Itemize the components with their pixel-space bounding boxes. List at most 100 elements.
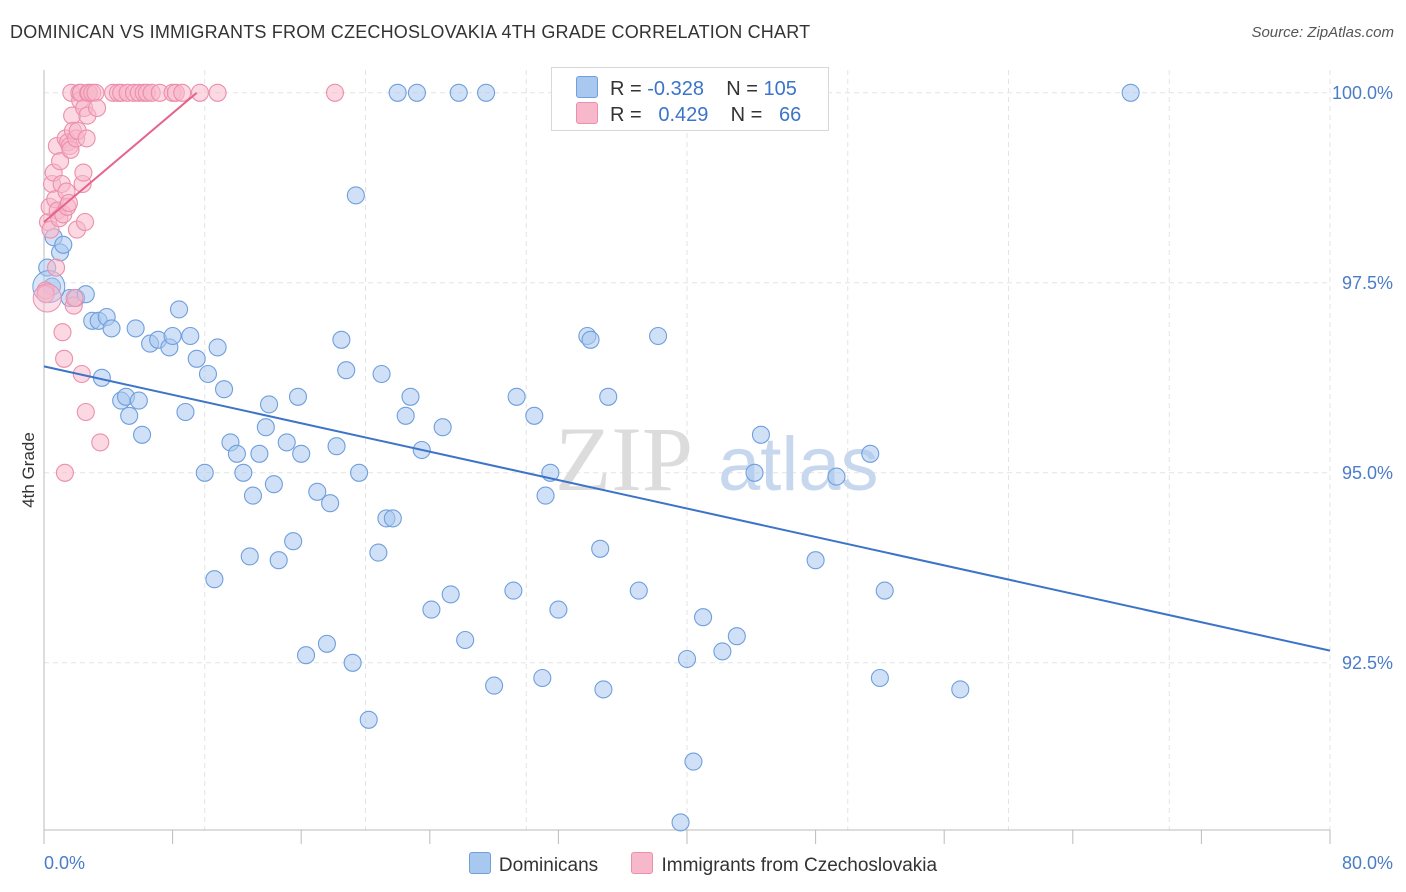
dominicans-point [129, 391, 148, 410]
dominicans-point [284, 532, 303, 551]
legend-item-czechoslovakia[interactable]: Immigrants from Czechoslovakia [631, 852, 937, 877]
dominicans-point [343, 653, 362, 672]
legend-swatch-pink [631, 852, 654, 874]
dominicans-point [208, 338, 227, 357]
watermark: ZIP atlas [555, 408, 879, 510]
y-tick-label: 97.5% [1342, 273, 1393, 293]
legend-item-dominicans[interactable]: Dominicans [468, 852, 599, 877]
czechoslovakia-point [74, 163, 93, 182]
dominicans-point [694, 608, 713, 627]
dominicans-point [870, 668, 889, 688]
dominicans-point [350, 463, 369, 482]
czechoslovakia-point [87, 98, 107, 118]
dominicans-point [504, 581, 523, 600]
czechoslovakia-point [173, 83, 192, 102]
dominicans-point [133, 425, 152, 444]
y-tick-label: 100.0% [1332, 83, 1393, 103]
dominicans-point [327, 437, 346, 456]
dominicans-point [536, 486, 555, 505]
dominicans-point [599, 387, 618, 406]
czechoslovakia-point [55, 463, 74, 482]
dominicans-point [54, 235, 73, 254]
dominicans-point [195, 463, 214, 482]
dominicans-point [396, 406, 415, 425]
dominicans-point [677, 649, 697, 669]
y-tick-label: 92.5% [1342, 653, 1393, 673]
dominicans-point [321, 494, 340, 513]
n-value-czechoslovakia: 66 [779, 104, 802, 126]
dominicans-point [751, 425, 770, 444]
dominicans-point [433, 418, 452, 437]
legend-label-czechoslovakia: Immigrants from Czechoslovakia [661, 855, 938, 876]
dominicans-point [477, 83, 496, 102]
stats-legend: R = -0.328 N = 105 R = 0.429 N = 66 [551, 67, 829, 131]
czechoslovakia-point [91, 433, 110, 452]
dominicans-point [264, 475, 283, 494]
czechoslovakia-point [190, 83, 209, 102]
legend-label-dominicans: Dominicans [498, 855, 599, 876]
dominicans-point [214, 380, 234, 399]
series-dominicans [32, 83, 1140, 832]
dominicans-point [383, 509, 402, 528]
x-tick-label: 80.0% [1342, 853, 1393, 873]
czechoslovakia-point [76, 402, 95, 422]
dominicans-point [388, 83, 407, 102]
dominicans-point [525, 406, 544, 425]
dominicans-point [256, 418, 275, 437]
dominicans-point [401, 387, 420, 406]
n-label: N = [730, 104, 763, 126]
dominicans-point [102, 319, 121, 338]
dominicans-point [277, 433, 296, 452]
dominicans-point [713, 642, 732, 661]
dominicans-point [269, 551, 288, 570]
dominicans-point [422, 600, 441, 619]
dominicans-point [240, 547, 259, 566]
dominicans-point [581, 330, 600, 349]
dominicans-point [227, 444, 246, 463]
dominicans-point [332, 330, 351, 349]
czechoslovakia-point [55, 349, 74, 368]
dominicans-point [372, 364, 391, 384]
dominicans-point [549, 600, 568, 619]
dominicans-point [308, 482, 327, 501]
dominicans-point [533, 668, 552, 688]
czechoslovakia-point [77, 129, 96, 148]
czechoslovakia-point-cluster [32, 283, 62, 313]
dominicans-point [163, 326, 182, 346]
source-credit: Source: ZipAtlas.com [1251, 24, 1394, 41]
dominicans-point [205, 570, 224, 589]
stats-row-dominicans: R = -0.328 N = 105 [576, 76, 797, 102]
czechoslovakia-point [51, 152, 70, 171]
series-legend: Dominicans Immigrants from Czechoslovaki… [0, 852, 1406, 877]
dominicans-point [120, 406, 139, 425]
czechoslovakia-point [47, 258, 66, 277]
dominicans-point [875, 581, 894, 600]
dominicans-point [169, 300, 189, 319]
dominicans-point [296, 646, 316, 665]
czechoslovakia-point [59, 193, 78, 213]
czechoslovakia-point [36, 285, 55, 304]
czechoslovakia-trend-line [43, 92, 198, 223]
dominicans-point [806, 551, 825, 570]
dominicans-point [449, 83, 468, 102]
axes [43, 70, 1331, 844]
dominicans-point [369, 543, 388, 562]
r-label: R = [610, 104, 642, 126]
dominicans-point [671, 813, 690, 832]
dominicans-point [485, 676, 504, 695]
dominicans-point [359, 710, 378, 729]
legend-swatch-blue [468, 852, 491, 874]
czechoslovakia-point [208, 83, 227, 102]
dominicans-trend-line [43, 365, 1331, 652]
dominicans-point [198, 364, 218, 384]
dominicans-point [649, 326, 668, 346]
r-value-czechoslovakia: 0.429 [658, 104, 709, 126]
dominicans-point [727, 627, 746, 646]
trend-lines [43, 92, 1331, 652]
dominicans-point [629, 581, 648, 600]
legend-swatch-blue [576, 76, 598, 98]
n-label: N = [726, 78, 758, 100]
dominicans-point [745, 463, 764, 482]
dominicans-point [187, 349, 206, 368]
